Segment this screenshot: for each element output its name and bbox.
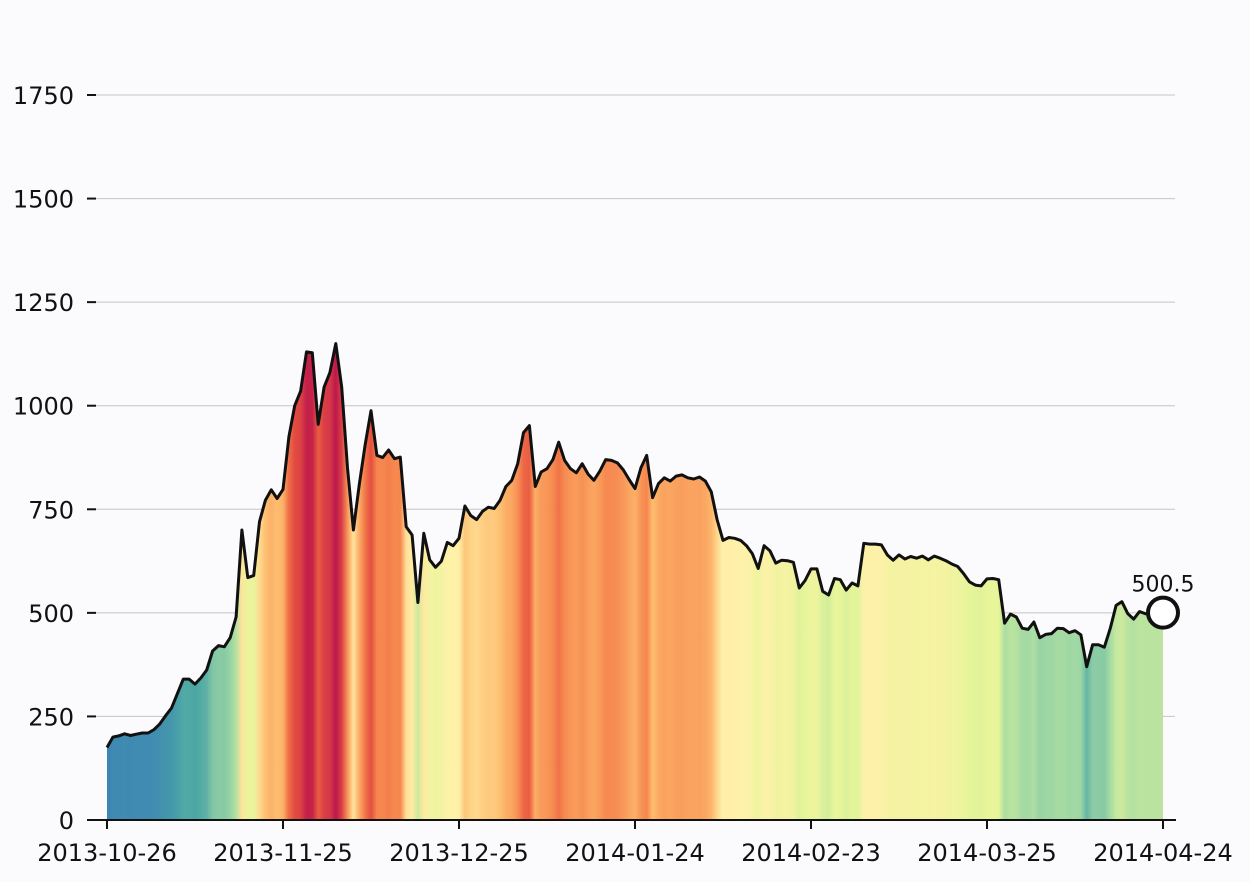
y-tick-label: 1250: [13, 289, 74, 317]
y-tick-label: 500: [28, 600, 74, 628]
x-tick-label: 2013-11-25: [213, 839, 352, 867]
x-tick-label: 2013-12-25: [389, 839, 528, 867]
y-tick-label: 0: [59, 807, 74, 835]
y-tick-label: 1500: [13, 186, 74, 214]
end-value-label: 500.5: [1132, 573, 1195, 598]
series-line: [105, 342, 1164, 749]
y-tick-label: 1000: [13, 393, 74, 421]
end-point-marker: [1146, 595, 1180, 630]
x-tick-label: 2014-02-23: [741, 839, 880, 867]
x-tick-label: 2014-04-24: [1093, 839, 1232, 867]
y-tick-label: 250: [28, 703, 74, 731]
x-tick-label: 2013-10-26: [37, 839, 176, 867]
y-tick-label: 1750: [13, 82, 74, 110]
y-ticks: 0 250 500 750 1000 1250 1500 1750: [13, 82, 96, 835]
area-fill: [107, 343, 1163, 820]
x-tick-label: 2014-01-24: [565, 839, 704, 867]
x-tick-label: 2014-03-25: [917, 839, 1056, 867]
x-ticks: 2013-10-26 2013-11-25 2013-12-25 2014-01-24…: [37, 820, 1233, 867]
y-tick-label: 750: [28, 496, 74, 524]
